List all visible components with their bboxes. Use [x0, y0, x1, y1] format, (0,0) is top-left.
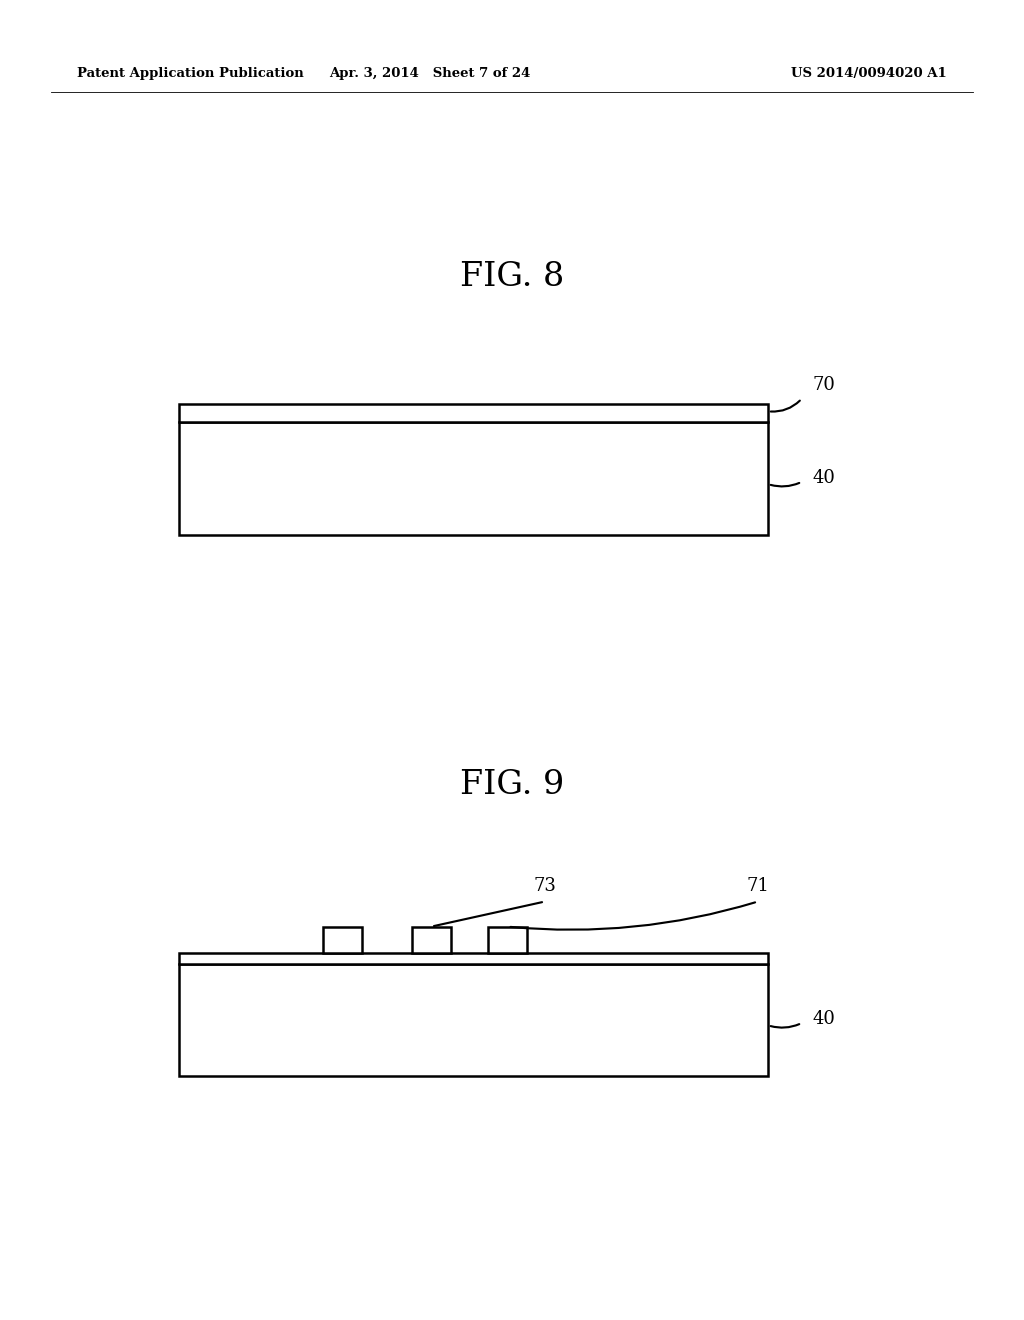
- Text: FIG. 8: FIG. 8: [460, 261, 564, 293]
- Bar: [179, 404, 768, 422]
- Text: 40: 40: [812, 469, 835, 487]
- Text: 73: 73: [534, 876, 556, 895]
- Bar: [179, 964, 768, 1076]
- Bar: [412, 927, 451, 953]
- Text: 40: 40: [812, 1010, 835, 1028]
- Text: US 2014/0094020 A1: US 2014/0094020 A1: [792, 67, 947, 81]
- Bar: [324, 927, 362, 953]
- Text: FIG. 9: FIG. 9: [460, 770, 564, 801]
- Text: 70: 70: [812, 376, 835, 395]
- Text: Apr. 3, 2014   Sheet 7 of 24: Apr. 3, 2014 Sheet 7 of 24: [330, 67, 530, 81]
- Bar: [179, 953, 768, 964]
- Text: 71: 71: [746, 876, 769, 895]
- Bar: [488, 927, 527, 953]
- Bar: [179, 422, 768, 535]
- Text: Patent Application Publication: Patent Application Publication: [77, 67, 303, 81]
